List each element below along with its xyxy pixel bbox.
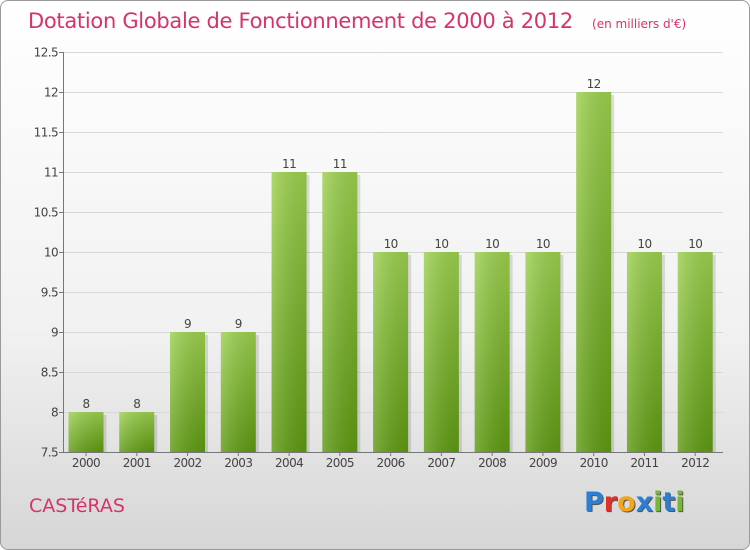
brand-letter: t	[662, 487, 676, 518]
chart-subtitle: (en milliers d'€)	[592, 17, 687, 31]
y-tick-label: 9.5	[41, 286, 58, 300]
data-label: 9	[184, 317, 191, 331]
brand-letter: r	[603, 487, 618, 518]
data-label: 11	[333, 157, 347, 171]
x-tick-label: 2011	[630, 456, 658, 470]
data-label: 10	[384, 237, 398, 251]
bar-shade	[220, 332, 256, 452]
bar-shade	[677, 252, 713, 452]
bar-shade	[525, 252, 561, 452]
data-label: 10	[536, 237, 550, 251]
bar-shade	[271, 172, 307, 452]
data-label: 10	[485, 237, 499, 251]
y-tick-label: 8.5	[41, 366, 58, 380]
x-tick-label: 2003	[224, 456, 252, 470]
y-tick-label: 10.5	[34, 206, 58, 220]
bar-shade	[119, 412, 155, 452]
y-tick-label: 9	[51, 326, 58, 340]
x-tick-label: 2012	[681, 456, 709, 470]
brand-letter: x	[635, 487, 654, 518]
label-layer: 8 8 9 9 11 11 10 10 10 10 12 10 10	[82, 77, 702, 411]
bar-shade	[423, 252, 459, 452]
data-label: 10	[637, 237, 651, 251]
bar-shade	[474, 252, 510, 452]
bar-shade	[322, 172, 358, 452]
axis-layer: 7.5 8 8.5 9 9.5 10 10.5 11 11.5 12 12.5 2000 2001 200…	[34, 46, 723, 470]
y-tick-label: 7.5	[41, 446, 58, 460]
data-label: 10	[434, 237, 448, 251]
bar-layer	[68, 92, 716, 452]
y-tick-label: 12	[44, 86, 58, 100]
chart-title: Dotation Globale de Fonctionnement de 20…	[28, 9, 573, 33]
y-tick-label: 11.5	[34, 126, 58, 140]
x-tick-label: 2005	[326, 456, 354, 470]
x-tick-label: 2001	[123, 456, 151, 470]
x-tick-label: 2006	[377, 456, 405, 470]
brand-letter: o	[617, 487, 636, 518]
x-tick-label: 2000	[72, 456, 100, 470]
town-name: CASTéRAS	[29, 495, 125, 517]
y-tick-label: 10	[44, 246, 58, 260]
x-tick-label: 2008	[478, 456, 506, 470]
y-tick-label: 11	[44, 166, 58, 180]
x-tick-label: 2004	[275, 456, 303, 470]
bar-shade	[373, 252, 409, 452]
y-tick-label: 12.5	[34, 46, 58, 60]
data-label: 11	[282, 157, 296, 171]
x-tick-label: 2010	[580, 456, 608, 470]
data-label: 8	[82, 397, 89, 411]
x-tick-label: 2009	[529, 456, 557, 470]
bar-shade	[68, 412, 104, 452]
bar-shade	[170, 332, 206, 452]
brand-letter: P	[584, 487, 604, 518]
brand-letter: i	[675, 487, 685, 518]
x-tick-label: 2002	[173, 456, 201, 470]
data-label: 8	[133, 397, 140, 411]
title-line: Dotation Globale de Fonctionnement de 20…	[28, 9, 686, 33]
data-label: 12	[587, 77, 601, 91]
y-tick-label: 8	[51, 406, 58, 420]
brand-logo: Proxiti	[584, 487, 685, 518]
data-label: 9	[235, 317, 242, 331]
x-tick-label: 2007	[427, 456, 455, 470]
data-label: 10	[688, 237, 702, 251]
bar-shade	[626, 252, 662, 452]
bar-shade	[576, 92, 612, 452]
brand-letter: i	[653, 487, 663, 518]
